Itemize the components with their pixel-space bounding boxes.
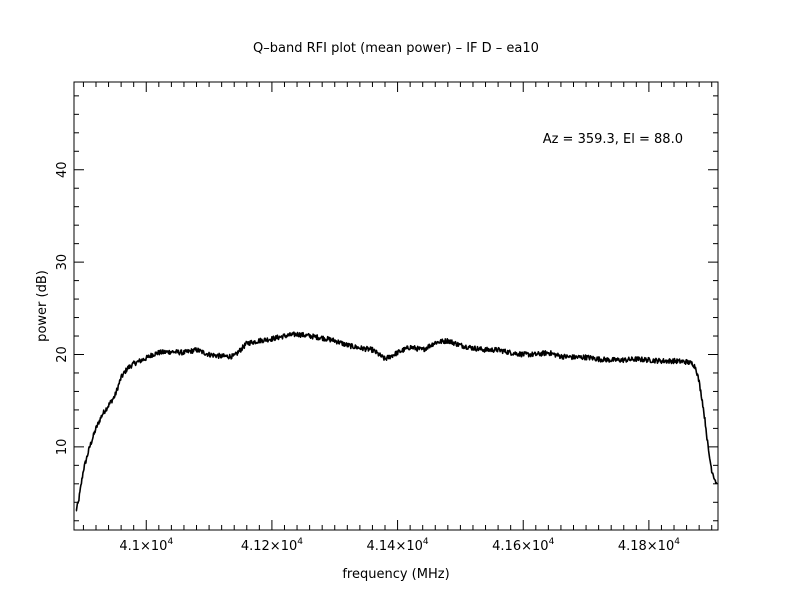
tick-labels: 4.1×104 4.12×104 4.14×104 4.16×104 4.18×104 1… xyxy=(55,161,680,554)
x-tick-label: 4.14×104 xyxy=(367,537,429,554)
y-tick-label: 20 xyxy=(55,346,70,363)
x-axis-label: frequency (MHz) xyxy=(342,567,449,582)
x-tick-label: 4.16×104 xyxy=(492,537,554,554)
x-tick-label: 4.12×104 xyxy=(241,537,303,554)
x-tick-label: 4.1×104 xyxy=(119,537,173,554)
y-tick-label: 30 xyxy=(55,254,70,271)
chart-title: Q–band RFI plot (mean power) – IF D – ea… xyxy=(253,41,539,56)
y-tick-label: 10 xyxy=(55,439,70,456)
axis-ticks xyxy=(74,82,718,530)
series-line xyxy=(75,331,718,512)
series-group xyxy=(75,331,718,512)
y-tick-label: 40 xyxy=(55,161,70,178)
x-tick-label: 4.18×104 xyxy=(618,537,680,554)
y-axis-label: power (dB) xyxy=(35,270,50,342)
plot-frame xyxy=(73,81,719,531)
az-el-annotation: Az = 359.3, El = 88.0 xyxy=(543,132,683,147)
